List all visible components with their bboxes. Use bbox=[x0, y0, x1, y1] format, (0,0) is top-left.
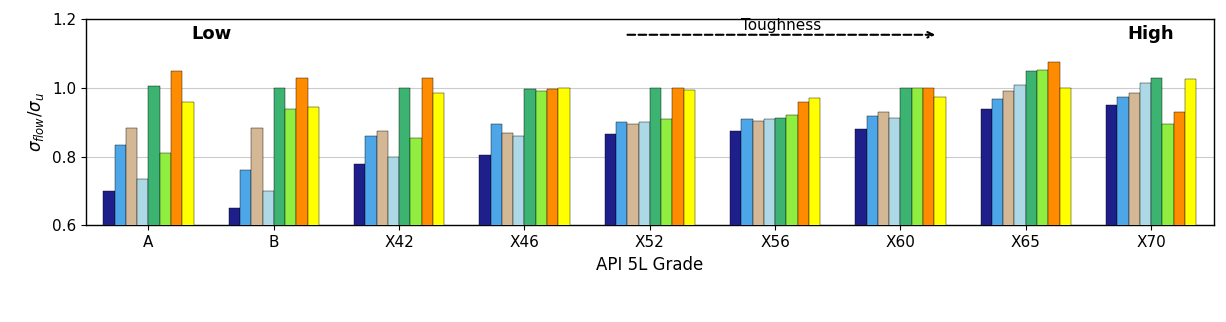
Bar bbox=[400, 88, 411, 322]
Bar bbox=[1037, 70, 1048, 322]
Bar bbox=[672, 88, 684, 322]
Text: Low: Low bbox=[191, 25, 232, 43]
Bar bbox=[628, 124, 639, 322]
Y-axis label: $\sigma_{flow} / \sigma_u$: $\sigma_{flow} / \sigma_u$ bbox=[26, 92, 47, 152]
Bar bbox=[775, 118, 786, 322]
Bar bbox=[387, 157, 400, 322]
Bar bbox=[809, 98, 820, 322]
Bar bbox=[501, 133, 514, 322]
Bar bbox=[1173, 112, 1184, 322]
Bar bbox=[1140, 83, 1151, 322]
Bar bbox=[433, 93, 444, 322]
Bar bbox=[262, 191, 273, 322]
Bar bbox=[1048, 62, 1059, 322]
Bar bbox=[354, 164, 365, 322]
Bar bbox=[1184, 80, 1197, 322]
Bar bbox=[297, 78, 308, 322]
Bar bbox=[172, 71, 183, 322]
Bar bbox=[878, 112, 889, 322]
Bar bbox=[137, 179, 148, 322]
Bar bbox=[786, 116, 798, 322]
Bar bbox=[639, 122, 650, 322]
Bar bbox=[115, 145, 126, 322]
Bar bbox=[1117, 97, 1128, 322]
Bar bbox=[1162, 124, 1173, 322]
X-axis label: API 5L Grade: API 5L Grade bbox=[596, 256, 704, 274]
Bar bbox=[729, 131, 742, 322]
Bar bbox=[273, 88, 286, 322]
Bar bbox=[126, 128, 137, 322]
Bar bbox=[240, 170, 251, 322]
Bar bbox=[376, 131, 387, 322]
Bar bbox=[912, 88, 923, 322]
Text: High: High bbox=[1128, 25, 1175, 43]
Bar bbox=[1128, 93, 1140, 322]
Bar bbox=[479, 155, 490, 322]
Bar bbox=[558, 88, 570, 322]
Bar bbox=[103, 191, 115, 322]
Bar bbox=[514, 136, 525, 322]
Bar bbox=[1106, 105, 1117, 322]
Bar bbox=[753, 121, 764, 322]
Bar bbox=[798, 102, 809, 322]
Bar bbox=[615, 122, 628, 322]
Bar bbox=[525, 89, 536, 322]
Bar bbox=[536, 91, 547, 322]
Bar bbox=[1151, 78, 1162, 322]
Bar bbox=[286, 109, 297, 322]
Bar bbox=[183, 102, 194, 322]
Bar bbox=[1014, 85, 1026, 322]
Bar bbox=[867, 116, 878, 322]
Bar bbox=[365, 136, 376, 322]
Bar bbox=[900, 88, 912, 322]
Bar bbox=[661, 119, 672, 322]
Text: Toughness: Toughness bbox=[742, 18, 821, 33]
Bar bbox=[148, 86, 159, 322]
Bar bbox=[490, 124, 501, 322]
Bar bbox=[1026, 71, 1037, 322]
Bar bbox=[856, 129, 867, 322]
Bar bbox=[422, 78, 433, 322]
Bar bbox=[764, 119, 775, 322]
Bar bbox=[159, 153, 172, 322]
Bar bbox=[308, 107, 319, 322]
Bar bbox=[992, 99, 1003, 322]
Bar bbox=[1059, 88, 1070, 322]
Bar bbox=[411, 138, 422, 322]
Bar bbox=[934, 97, 945, 322]
Bar bbox=[251, 128, 262, 322]
Bar bbox=[742, 119, 753, 322]
Bar bbox=[650, 88, 661, 322]
Bar bbox=[684, 90, 695, 322]
Bar bbox=[1003, 91, 1014, 322]
Bar bbox=[923, 88, 934, 322]
Bar bbox=[604, 134, 615, 322]
Bar bbox=[981, 109, 992, 322]
Bar bbox=[229, 208, 240, 322]
Bar bbox=[547, 89, 558, 322]
Bar bbox=[889, 118, 900, 322]
